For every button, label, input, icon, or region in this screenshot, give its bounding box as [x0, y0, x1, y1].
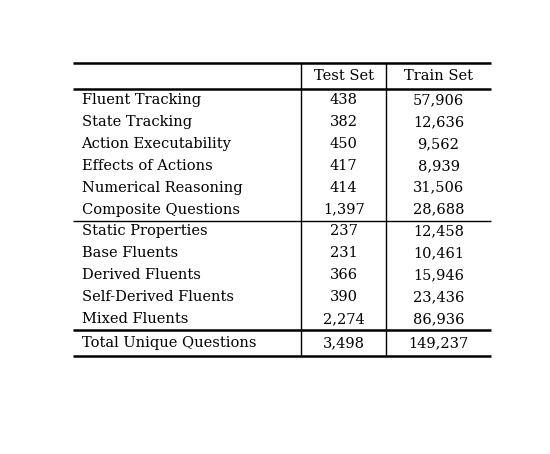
Text: 1,397: 1,397: [323, 202, 365, 217]
Text: 237: 237: [330, 224, 358, 238]
Text: 31,506: 31,506: [413, 181, 464, 195]
Text: Action Executability: Action Executability: [81, 137, 232, 151]
Text: 414: 414: [330, 181, 358, 195]
Text: State Tracking: State Tracking: [81, 115, 191, 129]
Text: 2,274: 2,274: [323, 312, 365, 326]
Text: Mixed Fluents: Mixed Fluents: [81, 312, 188, 326]
Text: 417: 417: [330, 159, 358, 173]
Text: 15,946: 15,946: [413, 268, 464, 282]
Text: Static Properties: Static Properties: [81, 224, 207, 238]
Text: Total Unique Questions: Total Unique Questions: [81, 336, 256, 350]
Text: 57,906: 57,906: [413, 94, 464, 107]
Text: Train Set: Train Set: [404, 69, 473, 84]
Text: 149,237: 149,237: [409, 336, 469, 350]
Text: Test Set: Test Set: [314, 69, 373, 84]
Text: 390: 390: [329, 290, 358, 304]
Text: Derived Fluents: Derived Fluents: [81, 268, 200, 282]
Text: Numerical Reasoning: Numerical Reasoning: [81, 181, 242, 195]
Text: 86,936: 86,936: [412, 312, 464, 326]
Text: 12,458: 12,458: [413, 224, 464, 238]
Text: 9,562: 9,562: [417, 137, 459, 151]
Text: Composite Questions: Composite Questions: [81, 202, 240, 217]
Text: 12,636: 12,636: [413, 115, 464, 129]
Text: 28,688: 28,688: [412, 202, 464, 217]
Text: 3,498: 3,498: [323, 336, 365, 350]
Text: 231: 231: [330, 247, 358, 260]
Text: 8,939: 8,939: [417, 159, 459, 173]
Text: Base Fluents: Base Fluents: [81, 247, 178, 260]
Text: Self-Derived Fluents: Self-Derived Fluents: [81, 290, 234, 304]
Text: 382: 382: [329, 115, 358, 129]
Text: 450: 450: [330, 137, 358, 151]
Text: Fluent Tracking: Fluent Tracking: [81, 94, 201, 107]
Text: 10,461: 10,461: [413, 247, 464, 260]
Text: 438: 438: [329, 94, 358, 107]
Text: Effects of Actions: Effects of Actions: [81, 159, 212, 173]
Text: 366: 366: [329, 268, 358, 282]
Text: 23,436: 23,436: [413, 290, 464, 304]
